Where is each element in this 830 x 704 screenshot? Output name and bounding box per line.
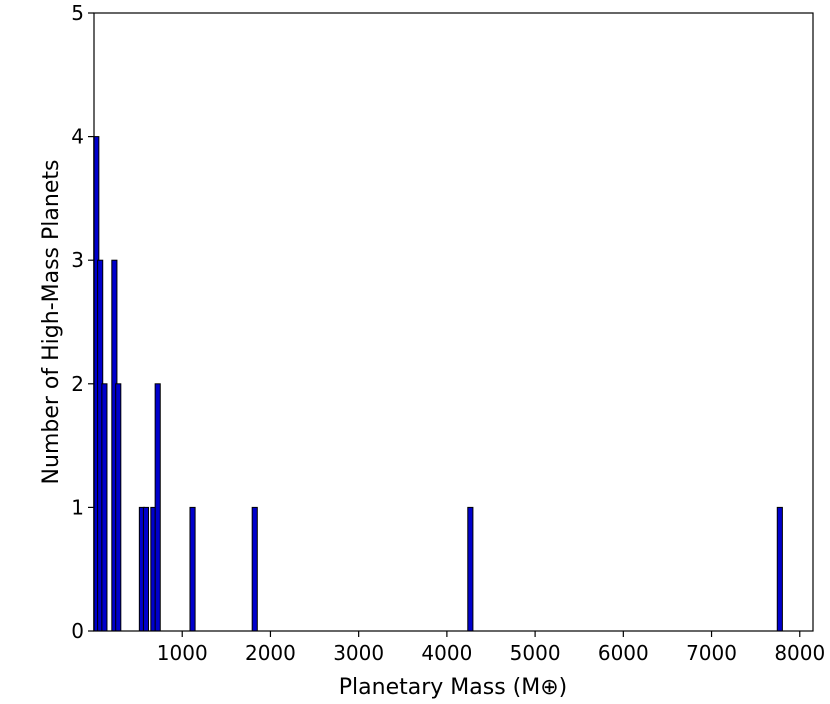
histogram-bar-11	[251, 506, 258, 632]
bars-group	[93, 136, 783, 632]
y-tick-label: 1	[71, 495, 84, 519]
x-tick-label: 8000	[774, 641, 825, 665]
histogram-bar-9	[154, 383, 161, 632]
histogram-bar-5	[115, 383, 122, 632]
x-axis-title: Planetary Mass (M⊕)	[339, 675, 567, 700]
histogram-bar-7	[142, 506, 150, 632]
x-ticks-group: 1000 2000 3000 4000 5000 6000 7000 8000	[157, 631, 825, 665]
x-tick-label: 7000	[686, 641, 737, 665]
x-tick-label: 5000	[510, 641, 561, 665]
y-tick-label: 0	[71, 619, 84, 643]
x-tick-label: 3000	[333, 641, 384, 665]
x-tick-label: 2000	[245, 641, 296, 665]
histogram-bar-3	[101, 383, 108, 632]
y-ticks-group: 0 1 2 3 4 5	[71, 1, 94, 643]
histogram-bar-10	[189, 506, 196, 632]
y-tick-label: 2	[71, 372, 84, 396]
y-axis-title: Number of High-Mass Planets	[39, 160, 64, 485]
histogram-bar-12	[467, 506, 474, 632]
y-tick-label: 3	[71, 248, 84, 272]
y-tick-label: 4	[71, 125, 84, 149]
y-tick-label: 5	[71, 1, 84, 25]
x-tick-label: 6000	[598, 641, 649, 665]
plot-frame	[93, 12, 814, 632]
x-tick-label: 1000	[157, 641, 208, 665]
histogram-bar-13	[776, 506, 783, 632]
x-tick-label: 4000	[421, 641, 472, 665]
